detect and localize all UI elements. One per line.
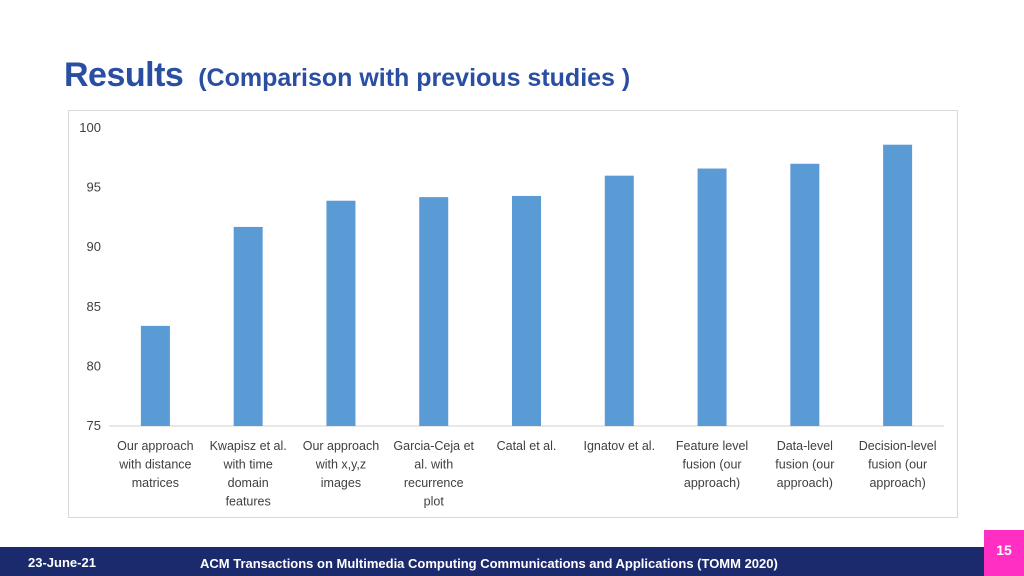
x-tick-label: domain: [228, 476, 269, 490]
x-tick-label: fusion (our: [775, 458, 834, 472]
title-subtitle: (Comparison with previous studies ): [198, 64, 631, 92]
bar-chart: 75 80 85 90 95 100 Our approach with distance ma…: [79, 120, 944, 509]
x-tick-label: plot: [424, 495, 445, 509]
x-tick-label: images: [321, 476, 361, 490]
page-number-badge: 15: [984, 530, 1024, 576]
bar: [604, 175, 634, 426]
y-tick-label: 75: [87, 418, 101, 433]
x-tick-label: recurrence: [404, 476, 464, 490]
bar: [233, 226, 263, 426]
x-tick-label: approach): [777, 476, 833, 490]
x-tick-label: Garcia-Ceja et: [393, 439, 474, 453]
x-tick-label: Ignatov et al.: [583, 439, 655, 453]
y-tick-label: 85: [87, 299, 101, 314]
bar: [326, 200, 356, 426]
x-tick-label: Feature level: [676, 439, 748, 453]
x-tick-label: with x,y,z: [315, 458, 366, 472]
x-tick-label: matrices: [132, 476, 179, 490]
x-tick-label: approach): [684, 476, 740, 490]
x-tick-label: with distance: [118, 458, 191, 472]
footer-journal: ACM Transactions on Multimedia Computing…: [200, 556, 778, 571]
x-tick-label: Catal et al.: [497, 439, 557, 453]
x-tick-label: Our approach: [303, 439, 379, 453]
y-tick-label: 95: [87, 180, 101, 195]
y-tick-label: 80: [87, 358, 101, 373]
y-tick-label: 100: [79, 120, 101, 135]
bar: [697, 168, 727, 426]
x-tick-label: features: [226, 495, 271, 509]
x-tick-label: Decision-level: [859, 439, 937, 453]
title-main: Results: [64, 56, 184, 94]
y-tick-label: 90: [87, 239, 101, 254]
x-tick-label: Data-level: [777, 439, 833, 453]
x-tick-label: approach): [869, 476, 925, 490]
bar: [883, 144, 913, 427]
x-tick-label: with time: [223, 458, 273, 472]
bar: [419, 197, 449, 426]
x-tick-label: fusion (our: [683, 458, 742, 472]
x-tick-label: Our approach: [117, 439, 193, 453]
bar: [512, 195, 541, 426]
bar: [790, 163, 820, 426]
x-tick-label: fusion (our: [868, 458, 927, 472]
bar: [140, 325, 170, 426]
footer-date: 23-June-21: [28, 555, 96, 570]
x-tick-label: al. with: [414, 458, 453, 472]
x-tick-label: Kwapisz et al.: [210, 439, 287, 453]
bar-chart-frame: 75 80 85 90 95 100 Our approach with distance ma…: [68, 110, 958, 518]
slide-title: Results (Comparison with previous studie…: [64, 56, 630, 95]
footer-bar: [0, 547, 1024, 576]
